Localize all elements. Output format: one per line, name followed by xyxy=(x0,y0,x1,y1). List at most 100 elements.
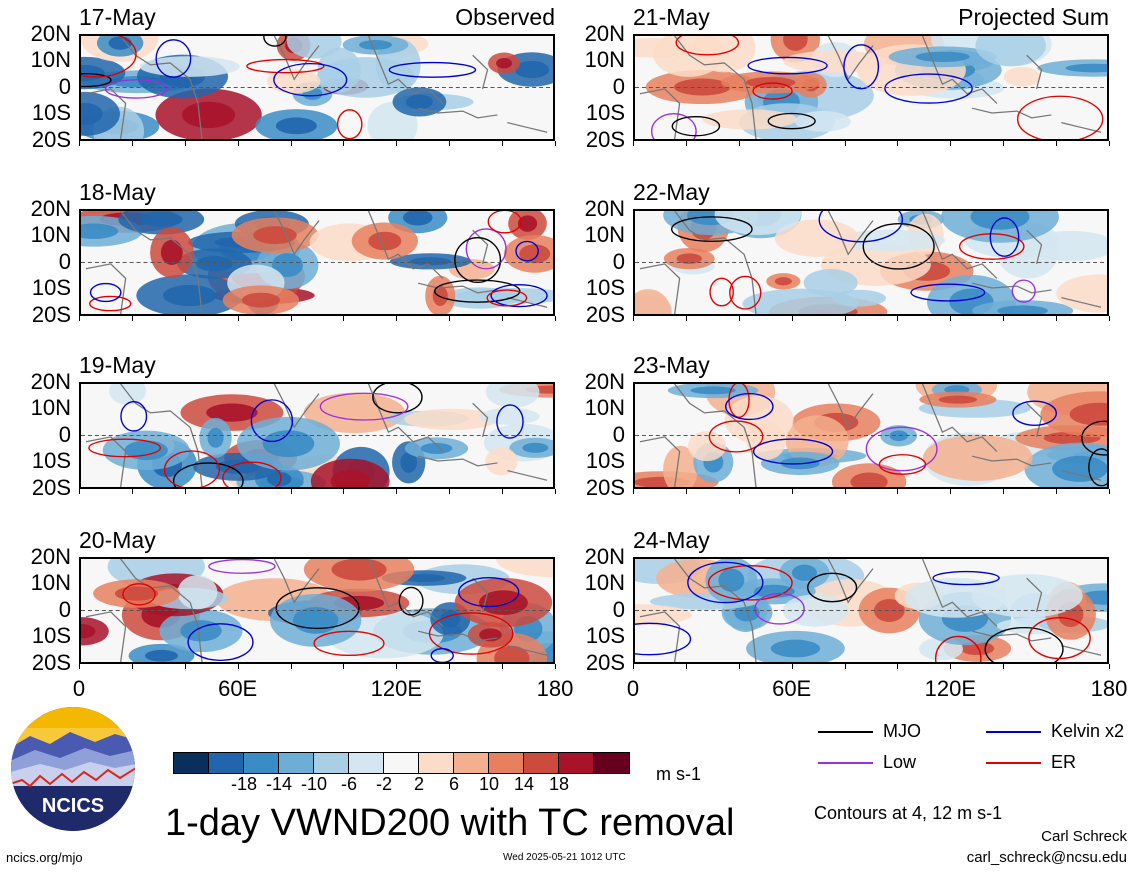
lon-tick-label: 60E xyxy=(772,676,812,701)
legend-kelvin: Kelvin x2 xyxy=(986,721,1124,742)
projected-label: Projected Sum xyxy=(958,4,1109,30)
map-field xyxy=(633,382,1109,489)
colorbar-tick-label: -6 xyxy=(340,774,357,794)
lon-tick-marks xyxy=(633,664,1110,670)
lat-tick-label: 10N xyxy=(30,222,71,247)
lat-tick-label: 0 xyxy=(612,249,625,274)
lat-tick-label: 10N xyxy=(584,570,625,595)
lon-tick-marks xyxy=(633,489,1110,495)
lat-tick-label: 10S xyxy=(585,100,625,125)
lon-tick-marks xyxy=(633,316,1110,322)
lon-tick-label: 60E xyxy=(218,676,258,701)
map-field xyxy=(633,557,1109,664)
lat-tick-label: 10N xyxy=(584,222,625,247)
colorbar-tick-label: 2 xyxy=(413,774,424,794)
legend-label-mjo: MJO xyxy=(883,721,921,741)
map-field xyxy=(79,382,555,489)
lat-tick-label: 20N xyxy=(584,196,625,221)
lat-tick-label: 10N xyxy=(584,47,625,72)
colorbar-cell xyxy=(594,753,629,773)
panel-date: 18-May xyxy=(79,179,156,205)
lat-tick-label: 20N xyxy=(30,196,71,221)
lat-tick-label: 0 xyxy=(58,249,71,274)
colorbar-tick-label: 10 xyxy=(478,774,500,794)
lat-tick-label: 20S xyxy=(31,302,71,327)
lat-tick-label: 10S xyxy=(585,623,625,648)
colorbar-cell xyxy=(384,753,419,773)
lat-tick-label: 20S xyxy=(31,127,71,152)
lon-tick-marks xyxy=(79,141,556,147)
lat-tick-label: 20N xyxy=(30,369,71,394)
colorbar-cell xyxy=(454,753,489,773)
logo-text: NCICS xyxy=(42,795,104,817)
colorbar-cell xyxy=(209,753,244,773)
colorbar-cell xyxy=(524,753,559,773)
lat-tick-label: 10N xyxy=(30,570,71,595)
map-field xyxy=(79,34,555,141)
colorbar-cell xyxy=(559,753,594,773)
legend-line-er xyxy=(986,761,1041,764)
colorbar-cell xyxy=(489,753,524,773)
ncics-logo: NCICS xyxy=(10,706,136,832)
legend-line-low xyxy=(818,761,873,764)
panel-date: 20-May xyxy=(79,527,156,553)
legend-mjo: MJO xyxy=(818,721,921,742)
lon-tick-label: 0 xyxy=(626,676,640,701)
map-field xyxy=(633,34,1109,141)
lat-tick-label: 10N xyxy=(584,395,625,420)
credit-name: Carl Schreck xyxy=(1041,828,1127,845)
lat-tick-label: 10S xyxy=(31,623,71,648)
lon-tick-label: 180 xyxy=(1090,676,1128,701)
lon-tick-label: 120E xyxy=(924,676,977,701)
colorbar-cell xyxy=(349,753,384,773)
ncics-logo-graphic: NCICS xyxy=(11,707,135,831)
colorbar-cell xyxy=(244,753,279,773)
lat-tick-label: 20S xyxy=(585,302,625,327)
lat-tick-label: 20N xyxy=(584,544,625,569)
panel-date: 21-May xyxy=(633,4,710,30)
lat-tick-label: 10N xyxy=(30,395,71,420)
footer-url: ncics.org/mjo xyxy=(6,850,83,865)
colorbar-tick-label: -14 xyxy=(265,774,292,794)
lat-tick-label: 0 xyxy=(58,74,71,99)
legend-label-low: Low xyxy=(883,752,917,772)
legend-line-kelvin xyxy=(986,730,1041,733)
colorbar-cell xyxy=(174,753,209,773)
colorbar-tick-label: 6 xyxy=(448,774,459,794)
observed-label: Observed xyxy=(455,4,555,30)
map-field xyxy=(79,209,555,316)
colorbar-tick-label: 18 xyxy=(548,774,570,794)
colorbar-tick-label: 14 xyxy=(513,774,535,794)
lon-tick-marks xyxy=(79,489,556,495)
legend-er: ER xyxy=(986,752,1076,773)
legend-low: Low xyxy=(818,752,916,773)
lon-tick-label: 0 xyxy=(72,676,86,701)
colorbar-tick-label: -18 xyxy=(230,774,257,794)
colorbar-units: m s-1 xyxy=(656,764,701,784)
colorbar-tick-label: -2 xyxy=(375,774,392,794)
lat-tick-label: 20S xyxy=(585,127,625,152)
lat-tick-label: 0 xyxy=(612,74,625,99)
footer-timestamp: Wed 2025-05-21 1012 UTC xyxy=(503,852,626,863)
legend-label-kelvin: Kelvin x2 xyxy=(1051,721,1125,741)
map-field xyxy=(79,557,555,664)
map-field xyxy=(633,209,1109,316)
credit-email: carl_schreck@ncsu.edu xyxy=(966,849,1127,866)
lat-tick-label: 10S xyxy=(31,448,71,473)
lat-tick-label: 0 xyxy=(612,422,625,447)
legend-line-mjo xyxy=(818,730,873,733)
lat-tick-label: 0 xyxy=(612,597,625,622)
panel-date: 23-May xyxy=(633,352,710,378)
panel-date: 24-May xyxy=(633,527,710,553)
lon-tick-marks xyxy=(79,664,556,670)
panel-date: 22-May xyxy=(633,179,710,205)
lat-tick-label: 0 xyxy=(58,422,71,447)
contours-note: Contours at 4, 12 m s-1 xyxy=(814,803,1003,823)
lat-tick-label: 20S xyxy=(31,650,71,675)
lon-tick-marks xyxy=(633,141,1110,147)
lat-tick-label: 10N xyxy=(30,47,71,72)
panel-date: 19-May xyxy=(79,352,156,378)
lat-tick-label: 20N xyxy=(584,21,625,46)
figure-title: 1-day VWND200 with TC removal xyxy=(165,802,735,844)
panel-date: 17-May xyxy=(79,4,156,30)
